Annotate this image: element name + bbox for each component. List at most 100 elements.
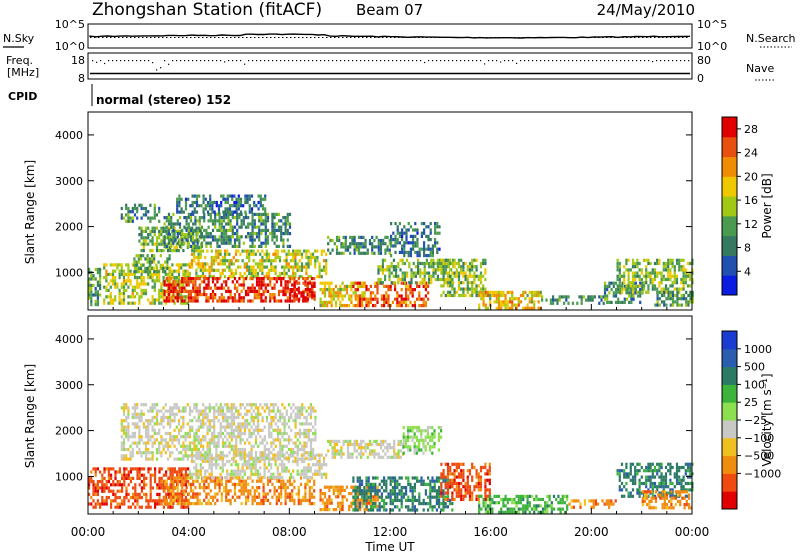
echo-cell (497, 303, 501, 307)
echo-cell (337, 294, 340, 298)
echo-cell (360, 242, 363, 246)
echo-cell (203, 219, 206, 223)
echo-cell (254, 438, 258, 442)
echo-cell (187, 473, 190, 477)
echo-cell (147, 422, 150, 426)
echo-cell (209, 200, 212, 205)
echo-cell (247, 235, 250, 239)
echo-cell (184, 467, 187, 471)
echo-cell (127, 216, 130, 220)
echo-cell (418, 297, 421, 301)
echo-cell (249, 232, 252, 236)
echo-cell (356, 297, 359, 301)
echo-cell (403, 231, 406, 235)
echo-cell (385, 294, 388, 298)
echo-cell (374, 294, 377, 298)
echo-cell (625, 287, 628, 291)
echo-cell (339, 300, 342, 304)
echo-cell (250, 252, 253, 256)
echo-cell (397, 261, 400, 266)
echo-cell (663, 300, 666, 304)
echo-cell (232, 262, 235, 266)
echo-cell (137, 257, 140, 261)
echo-cell (149, 301, 152, 305)
echo-cell (632, 284, 635, 288)
echo-cell (121, 499, 124, 503)
echo-cell (442, 268, 445, 272)
echo-cell (271, 482, 274, 486)
echo-cell (680, 258, 683, 262)
echo-cell (304, 489, 307, 493)
echo-cell (195, 431, 198, 436)
echo-cell (226, 444, 229, 448)
echo-cell (210, 262, 213, 266)
echo-cell (656, 274, 659, 278)
echo-cell (263, 451, 266, 455)
echo-cell (436, 277, 439, 282)
echo-cell (656, 258, 659, 262)
echo-cell (623, 287, 626, 291)
nave-point (128, 60, 130, 62)
echo-cell (298, 415, 302, 420)
echo-cell (250, 425, 253, 429)
echo-cell (175, 279, 178, 283)
echo-cell (258, 293, 261, 297)
echo-cell (251, 222, 254, 226)
echo-cell (222, 225, 226, 229)
power-colorbar-tick-label: 16 (744, 194, 758, 207)
echo-cell (149, 451, 152, 455)
echo-cell (184, 473, 187, 477)
echo-cell (389, 288, 392, 292)
echo-cell (253, 238, 256, 242)
echo-cell (338, 251, 341, 255)
echo-cell (254, 425, 258, 429)
echo-cell (198, 219, 201, 223)
echo-cell (224, 454, 227, 458)
echo-cell (199, 444, 203, 448)
echo-cell (245, 268, 249, 272)
echo-cell (207, 476, 210, 480)
echo-cell (684, 281, 687, 285)
echo-cell (299, 498, 303, 502)
echo-cell (414, 271, 417, 275)
echo-cell (169, 473, 172, 477)
nave-point (232, 60, 234, 62)
echo-cell (225, 498, 228, 502)
echo-cell (129, 496, 132, 500)
echo-cell (396, 291, 399, 295)
echo-cell (156, 486, 159, 490)
echo-cell (99, 287, 102, 291)
echo-cell (642, 281, 646, 285)
echo-cell (451, 281, 454, 285)
echo-cell (183, 280, 186, 284)
echo-cell (382, 242, 385, 246)
echo-cell (235, 428, 238, 432)
echo-cell (239, 441, 242, 445)
echo-cell (412, 247, 415, 251)
echo-cell (210, 425, 214, 429)
nave-point (576, 60, 578, 62)
echo-cell (276, 252, 279, 256)
echo-cell (363, 297, 366, 301)
echo-cell (90, 293, 93, 297)
echo-cell (222, 241, 226, 245)
echo-cell (195, 210, 199, 214)
echo-cell (285, 451, 288, 455)
echo-cell (231, 212, 234, 216)
echo-cell (162, 444, 165, 448)
echo-cell (660, 274, 663, 278)
echo-cell (296, 268, 299, 272)
echo-cell (280, 277, 283, 281)
echo-cell (361, 304, 364, 308)
echo-cell (88, 492, 91, 496)
echo-cell (245, 262, 249, 266)
echo-cell (250, 210, 254, 214)
echo-cell (242, 489, 245, 493)
echo-cell (328, 291, 331, 295)
echo-cell (645, 265, 648, 269)
echo-cell (282, 216, 285, 220)
echo-cell (639, 288, 642, 292)
echo-cell (88, 283, 91, 287)
echo-cell (183, 286, 186, 290)
echo-cell (401, 234, 404, 238)
